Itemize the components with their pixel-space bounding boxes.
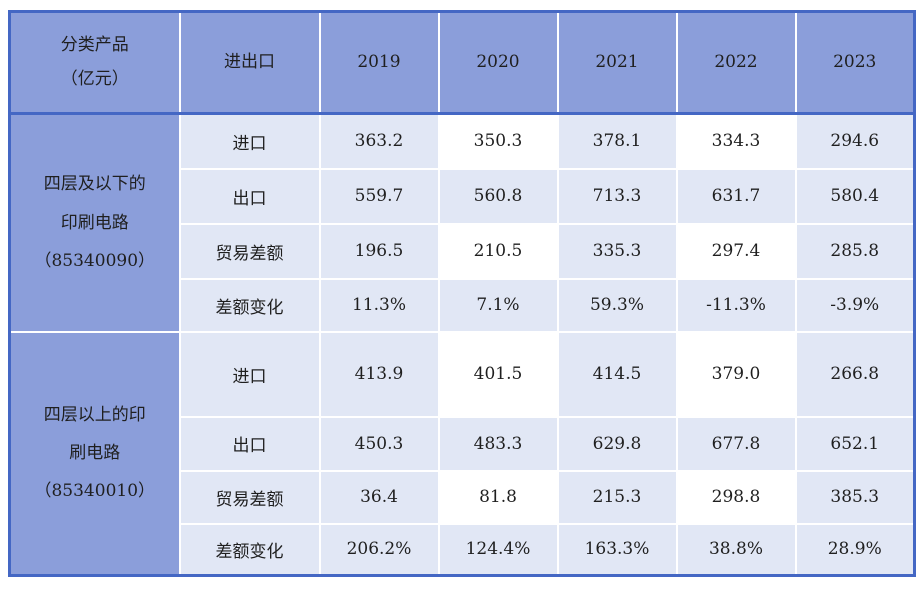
value-cell-highlight: 297.4 [675,222,797,280]
value-cell-highlight: 334.3 [675,112,797,170]
pcb-import-export-table: 分类产品 （亿元） 进出口 2019 2020 2021 2022 2023 四… [8,10,916,577]
row-label: 贸易差额 [178,469,321,525]
header-flow: 进出口 [178,10,321,115]
value-cell: 713.3 [556,167,678,225]
value-cell: 629.8 [556,415,678,472]
value-cell: 580.4 [794,167,916,225]
value-cell: 450.3 [318,415,440,472]
value-cell: 413.9 [318,330,440,418]
row-label: 进口 [178,330,321,418]
row-label: 出口 [178,415,321,472]
value-cell: 294.6 [794,112,916,170]
value-cell: 38.8% [675,522,797,577]
header-year-2019: 2019 [318,10,440,115]
value-cell-highlight: 401.5 [437,330,559,418]
value-cell: 677.8 [675,415,797,472]
table-row: 出口 450.3 483.3 629.8 677.8 652.1 [10,415,916,472]
row-label: 差额变化 [178,522,321,577]
header-year-2020: 2020 [437,10,559,115]
group-name-85340090: 四层及以下的 印刷电路 （85340090） [8,112,181,333]
value-cell: -11.3% [675,277,797,333]
header-category: 分类产品 （亿元） [8,10,181,115]
value-cell: 560.8 [437,167,559,225]
value-cell: 124.4% [437,522,559,577]
group-name-85340010: 四层以上的印 刷电路 （85340010） [8,330,181,577]
table-row: 差额变化 11.3% 7.1% 59.3% -11.3% -3.9% [10,277,916,333]
table-row: 四层以上的印 刷电路 （85340010） 进口 413.9 401.5 414… [8,330,916,577]
value-cell: 206.2% [318,522,440,577]
value-cell: 483.3 [437,415,559,472]
value-cell: 266.8 [794,330,916,418]
table-row: 差额变化 206.2% 124.4% 163.3% 38.8% 28.9% [10,522,916,577]
table-row: 贸易差额 196.5 210.5 335.3 297.4 285.8 [10,222,916,280]
value-cell: 378.1 [556,112,678,170]
value-cell: -3.9% [794,277,916,333]
value-cell-highlight: 298.8 [675,469,797,525]
value-cell: 285.8 [794,222,916,280]
row-label: 贸易差额 [178,222,321,280]
value-cell: 36.4 [318,469,440,525]
row-label: 差额变化 [178,277,321,333]
value-cell: 363.2 [318,112,440,170]
value-cell: 28.9% [794,522,916,577]
table-row: 贸易差额 36.4 81.8 215.3 298.8 385.3 [10,469,916,525]
value-cell: 11.3% [318,277,440,333]
value-cell-highlight: 350.3 [437,112,559,170]
value-cell: 59.3% [556,277,678,333]
value-cell: 7.1% [437,277,559,333]
value-cell-highlight: 379.0 [675,330,797,418]
value-cell: 414.5 [556,330,678,418]
table-row: 出口 559.7 560.8 713.3 631.7 580.4 [10,167,916,225]
value-cell: 215.3 [556,469,678,525]
header-row: 分类产品 （亿元） 进出口 2019 2020 2021 2022 2023 [8,10,916,115]
header-year-2022: 2022 [675,10,797,115]
value-cell: 652.1 [794,415,916,472]
value-cell-highlight: 210.5 [437,222,559,280]
value-cell: 385.3 [794,469,916,525]
value-cell: 631.7 [675,167,797,225]
value-cell: 335.3 [556,222,678,280]
header-year-2021: 2021 [556,10,678,115]
value-cell: 196.5 [318,222,440,280]
value-cell: 163.3% [556,522,678,577]
value-cell-highlight: 81.8 [437,469,559,525]
trade-table-container: 分类产品 （亿元） 进出口 2019 2020 2021 2022 2023 四… [8,10,916,577]
row-label: 出口 [178,167,321,225]
value-cell: 559.7 [318,167,440,225]
header-year-2023: 2023 [794,10,916,115]
row-label: 进口 [178,112,321,170]
table-row: 四层及以下的 印刷电路 （85340090） 进口 363.2 350.3 37… [8,112,916,333]
